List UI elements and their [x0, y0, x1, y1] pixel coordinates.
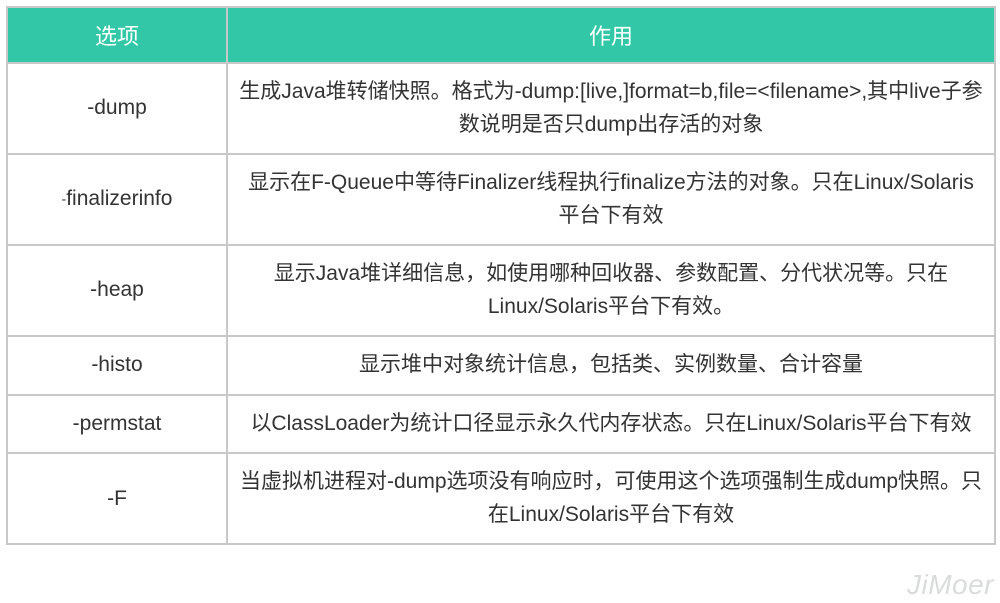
table-body: -dump 生成Java堆转储快照。格式为-dump:[live,]format…	[7, 63, 995, 544]
cell-desc: 以ClassLoader为统计口径显示永久代内存状态。只在Linux/Solar…	[227, 395, 995, 454]
cell-option: -histo	[7, 336, 227, 395]
cell-option: -finalizerinfo	[7, 154, 227, 245]
cell-option: -permstat	[7, 395, 227, 454]
col-header-desc: 作用	[227, 7, 995, 63]
cell-desc: 显示在F-Queue中等待Finalizer线程执行finalize方法的对象。…	[227, 154, 995, 245]
table-row: -permstat 以ClassLoader为统计口径显示永久代内存状态。只在L…	[7, 395, 995, 454]
watermark-text: JiMoer	[907, 569, 994, 601]
cell-option: -heap	[7, 245, 227, 336]
cell-option: -F	[7, 453, 227, 544]
cell-option: -dump	[7, 63, 227, 154]
cell-desc: 生成Java堆转储快照。格式为-dump:[live,]format=b,fil…	[227, 63, 995, 154]
cell-option-text: finalizerinfo	[66, 187, 172, 210]
col-header-option: 选项	[7, 7, 227, 63]
table-row: -dump 生成Java堆转储快照。格式为-dump:[live,]format…	[7, 63, 995, 154]
table-row: -finalizerinfo 显示在F-Queue中等待Finalizer线程执…	[7, 154, 995, 245]
cell-desc: 显示Java堆详细信息，如使用哪种回收器、参数配置、分代状况等。只在Linux/…	[227, 245, 995, 336]
cell-desc: 当虚拟机进程对-dump选项没有响应时，可使用这个选项强制生成dump快照。只在…	[227, 453, 995, 544]
table-row: -F 当虚拟机进程对-dump选项没有响应时，可使用这个选项强制生成dump快照…	[7, 453, 995, 544]
table-row: -heap 显示Java堆详细信息，如使用哪种回收器、参数配置、分代状况等。只在…	[7, 245, 995, 336]
table-header-row: 选项 作用	[7, 7, 995, 63]
options-table: 选项 作用 -dump 生成Java堆转储快照。格式为-dump:[live,]…	[6, 6, 996, 545]
table-row: -histo 显示堆中对象统计信息，包括类、实例数量、合计容量	[7, 336, 995, 395]
cell-desc: 显示堆中对象统计信息，包括类、实例数量、合计容量	[227, 336, 995, 395]
